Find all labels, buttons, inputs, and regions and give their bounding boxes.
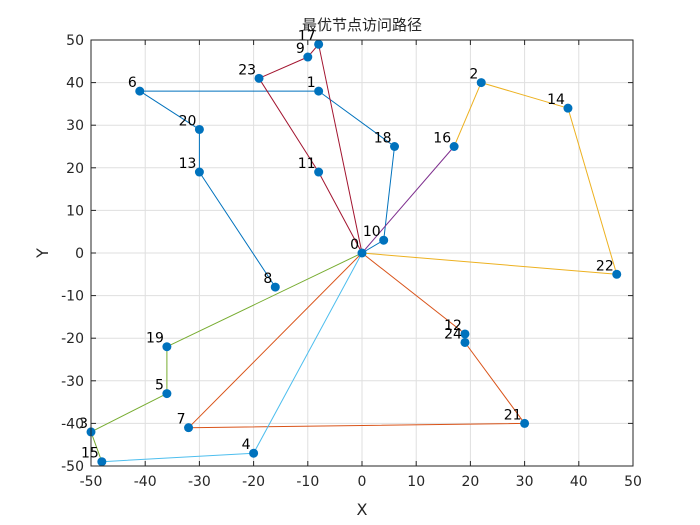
node-marker-5 <box>162 389 172 399</box>
node-label-14: 14 <box>547 92 565 108</box>
y-tick-label: 10 <box>66 203 84 219</box>
x-tick-label: 20 <box>461 474 479 490</box>
node-label-21: 21 <box>504 407 522 423</box>
x-tick-label: 30 <box>516 474 534 490</box>
node-markers <box>86 39 622 467</box>
y-tick-label: 30 <box>66 118 84 134</box>
node-label-4: 4 <box>242 437 251 453</box>
node-label-11: 11 <box>298 156 316 172</box>
y-tick-label: -20 <box>61 331 84 347</box>
node-marker-19 <box>162 342 172 352</box>
x-tick-label: 0 <box>358 474 367 490</box>
node-marker-8 <box>270 282 280 292</box>
node-marker-17 <box>314 39 324 49</box>
x-tick-label: 50 <box>624 474 642 490</box>
node-label-15: 15 <box>81 446 99 462</box>
x-tick-label: -50 <box>80 474 103 490</box>
node-marker-21 <box>520 418 530 428</box>
y-tick-label: 40 <box>66 76 84 92</box>
x-tick-label: -10 <box>296 474 319 490</box>
node-marker-10 <box>379 235 389 245</box>
y-tick-label: 20 <box>66 161 84 177</box>
node-marker-16 <box>449 142 459 151</box>
node-label-7: 7 <box>177 412 186 428</box>
node-marker-13 <box>194 167 204 177</box>
y-tick-label: 50 <box>66 33 84 49</box>
route-line-7 <box>318 171 363 254</box>
node-label-6: 6 <box>128 75 137 91</box>
node-marker-24 <box>460 337 470 347</box>
x-tick-label: 40 <box>570 474 588 490</box>
y-tick-label: -30 <box>61 374 84 390</box>
node-label-22: 22 <box>596 258 614 274</box>
node-marker-14 <box>563 103 573 113</box>
x-axis-label: X <box>357 500 368 519</box>
node-marker-6 <box>135 86 145 96</box>
node-label-13: 13 <box>179 156 197 172</box>
node-marker-4 <box>249 448 259 458</box>
node-label-3: 3 <box>79 416 88 432</box>
y-tick-label: -50 <box>61 459 84 475</box>
node-marker-9 <box>303 52 313 62</box>
node-label-0: 0 <box>350 237 359 253</box>
x-tick-label: -40 <box>134 474 157 490</box>
node-label-5: 5 <box>155 378 164 394</box>
node-marker-18 <box>390 142 400 151</box>
node-marker-15 <box>97 457 107 467</box>
node-marker-23 <box>254 73 264 83</box>
axis-ticks: -50 -40 -30 -20 -10 0 10 20 30 40 50-50-40-30-20-1… <box>61 33 642 490</box>
node-marker-22 <box>612 269 622 279</box>
node-marker-2 <box>476 78 486 88</box>
node-label-2: 2 <box>469 67 478 83</box>
node-label-16: 16 <box>433 131 451 147</box>
node-label-1: 1 <box>307 75 316 91</box>
node-marker-7 <box>184 423 194 433</box>
node-label-12: 12 <box>444 318 462 334</box>
node-label-10: 10 <box>363 224 381 240</box>
y-tick-label: -40 <box>61 416 84 432</box>
route-line-4 <box>361 146 455 254</box>
node-marker-1 <box>314 86 324 96</box>
route-line-1 <box>139 90 395 288</box>
node-marker-0 <box>357 248 367 258</box>
node-label-18: 18 <box>374 131 392 147</box>
node-marker-11 <box>314 167 324 177</box>
node-marker-20 <box>194 124 204 134</box>
node-label-20: 20 <box>179 113 197 129</box>
node-label-24: 24 <box>444 326 462 342</box>
node-label-23: 23 <box>238 62 256 78</box>
node-label-19: 19 <box>146 331 164 347</box>
x-tick-label: -20 <box>242 474 265 490</box>
node-label-8: 8 <box>263 271 272 287</box>
chart-title: 最优节点访问路径 <box>302 16 422 34</box>
y-axis-label: Y <box>33 248 52 259</box>
node-label-9: 9 <box>296 41 305 57</box>
node-marker-12 <box>460 329 470 339</box>
x-tick-label: -30 <box>188 474 211 490</box>
y-tick-label: -10 <box>61 289 84 305</box>
x-tick-label: 10 <box>407 474 425 490</box>
route-line-2 <box>188 252 526 429</box>
y-tick-label: 0 <box>75 246 84 262</box>
